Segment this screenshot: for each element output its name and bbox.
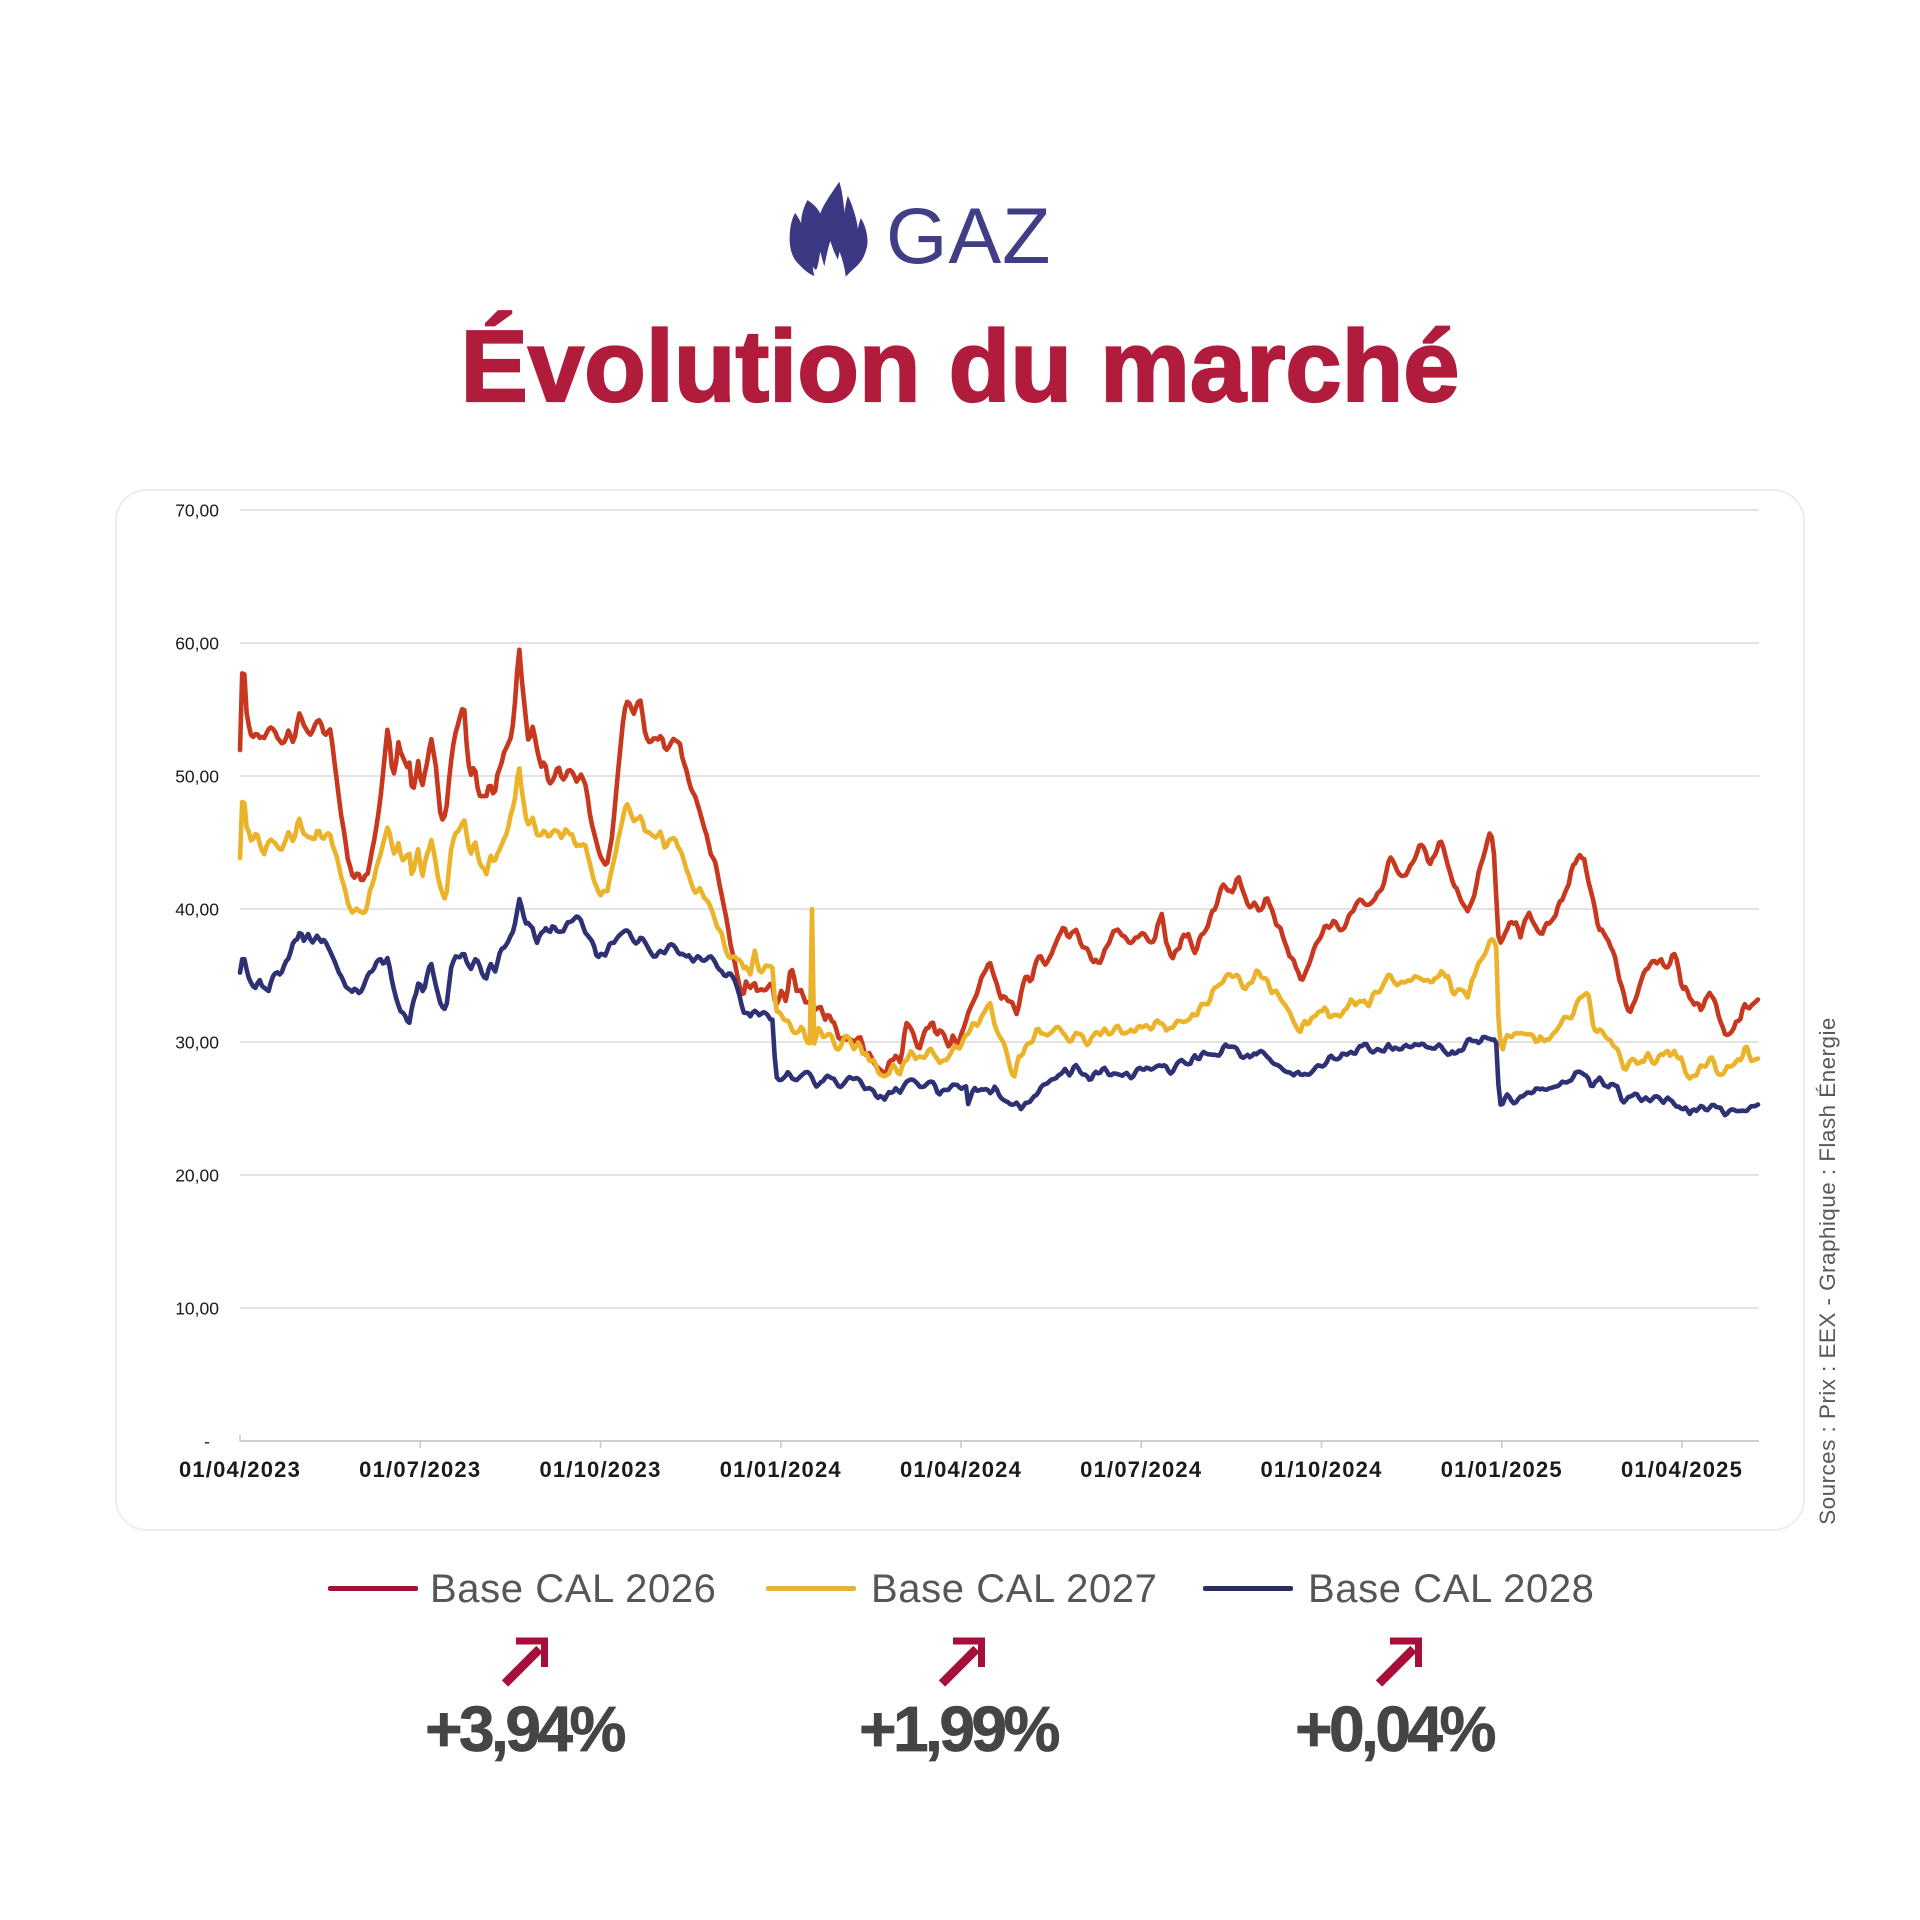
svg-text:40,00: 40,00: [175, 900, 219, 920]
svg-text:30,00: 30,00: [175, 1033, 219, 1053]
svg-text:01/07/2024: 01/07/2024: [1080, 1457, 1202, 1482]
svg-text:01/07/2023: 01/07/2023: [359, 1457, 481, 1482]
svg-text:Sources : Prix : EEX - Graphiq: Sources : Prix : EEX - Graphique : Flash…: [1815, 1017, 1840, 1525]
svg-text:-: -: [204, 1432, 210, 1452]
svg-text:01/04/2025: 01/04/2025: [1621, 1457, 1743, 1482]
svg-text:01/01/2025: 01/01/2025: [1441, 1457, 1563, 1482]
svg-text:01/10/2024: 01/10/2024: [1260, 1457, 1382, 1482]
svg-text:70,00: 70,00: [175, 501, 219, 521]
svg-text:01/10/2023: 01/10/2023: [539, 1457, 661, 1482]
svg-text:20,00: 20,00: [175, 1166, 219, 1186]
svg-text:10,00: 10,00: [175, 1299, 219, 1319]
svg-text:50,00: 50,00: [175, 767, 219, 787]
svg-text:01/04/2024: 01/04/2024: [900, 1457, 1022, 1482]
svg-text:01/01/2024: 01/01/2024: [720, 1457, 842, 1482]
svg-text:01/04/2023: 01/04/2023: [179, 1457, 301, 1482]
svg-text:60,00: 60,00: [175, 634, 219, 654]
